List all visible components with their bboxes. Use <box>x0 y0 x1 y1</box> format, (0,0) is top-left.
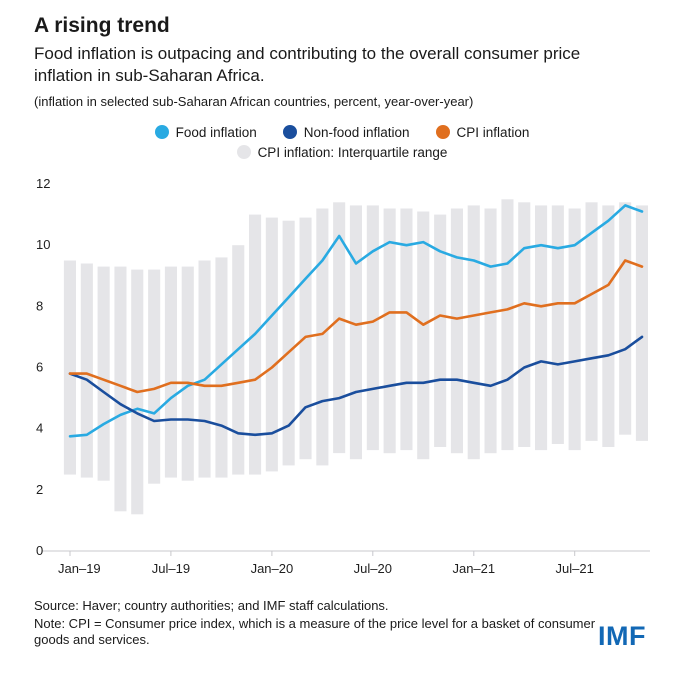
legend-item-cpi-inflation: CPI inflation <box>435 124 530 140</box>
iqr-bar <box>114 266 127 511</box>
iqr-bar <box>434 214 447 447</box>
chart-subtitle: Food inflation is outpacing and contribu… <box>34 44 581 85</box>
iqr-bar <box>366 205 379 450</box>
iqr-bar <box>585 201 598 441</box>
iqr-bar <box>501 198 514 450</box>
line-chart: 0 2 4 6 8 10 12 Jan–19 Jul–19 Jan–20 Jul–20 Jan–21 J… <box>36 176 650 576</box>
iqr-bar <box>181 266 194 481</box>
x-tick-label: Jul–20 <box>354 561 392 576</box>
iqr-bar <box>535 205 548 450</box>
x-tick-label: Jul–21 <box>556 561 594 576</box>
iqr-bar <box>63 260 76 475</box>
iqr-bar <box>551 205 564 444</box>
legend-label: CPI inflation <box>456 124 530 140</box>
chart-area: 0 2 4 6 8 10 12 Jan–19 Jul–19 Jan–20 Jul–20 Jan–21 J… <box>34 166 650 596</box>
legend-label: Non-food inflation <box>303 124 410 140</box>
iqr-bar <box>568 208 581 450</box>
page-title: A rising trend <box>34 14 170 37</box>
legend-label: CPI inflation: Interquartile range <box>257 144 448 160</box>
legend-row-2: CPI inflation: Interquartile range <box>236 144 448 160</box>
x-tick-label: Jul–19 <box>152 561 190 576</box>
y-tick-label: 8 <box>36 298 43 313</box>
legend-item-nonfood-inflation: Non-food inflation <box>282 124 410 140</box>
iqr-bar <box>518 201 531 447</box>
iqr-bar <box>97 266 110 481</box>
food-inflation-swatch-icon <box>154 125 169 140</box>
iqr-bar <box>215 257 228 478</box>
cpi-definition-note: Note: CPI = Consumer price index, which … <box>34 615 596 648</box>
y-tick-label: 2 <box>36 481 43 496</box>
x-tick-label: Jan–19 <box>58 561 101 576</box>
iqr-bar <box>400 208 413 450</box>
iqr-bar <box>148 269 161 484</box>
imf-logo: IMF <box>598 621 646 652</box>
series-line <box>68 335 644 436</box>
y-tick-label: 10 <box>36 237 50 252</box>
y-tick-label: 12 <box>36 176 50 191</box>
iqr-bar <box>249 214 262 475</box>
iqr-bar <box>484 208 497 453</box>
legend-label: Food inflation <box>175 124 257 140</box>
iqr-bar <box>417 211 430 459</box>
iqr-bar <box>349 205 362 459</box>
series-line <box>68 258 644 393</box>
figure-footer: Source: Haver; country authorities; and … <box>34 598 650 651</box>
series-line <box>68 203 644 438</box>
iqr-bar <box>164 266 177 478</box>
iqr-bar <box>316 208 329 466</box>
y-tick-label: 4 <box>36 420 43 435</box>
iqr-bar <box>450 208 463 453</box>
iqr-bar <box>333 201 346 453</box>
legend-item-iqr: CPI inflation: Interquartile range <box>236 144 448 160</box>
y-tick-label: 0 <box>36 543 43 558</box>
iqr-swatch-icon <box>236 145 251 160</box>
iqr-bar <box>467 205 480 459</box>
chart-units-caption: (inflation in selected sub-Saharan Afric… <box>34 93 474 109</box>
iqr-bar <box>232 244 245 475</box>
source-note: Source: Haver; country authorities; and … <box>34 597 389 613</box>
legend-row-1: Food inflation Non-food inflation CPI in… <box>154 124 530 140</box>
nonfood-inflation-swatch-icon <box>282 125 297 140</box>
cpi-inflation-swatch-icon <box>435 125 450 140</box>
iqr-bar <box>198 260 211 478</box>
iqr-bar <box>282 220 295 466</box>
legend: Food inflation Non-food inflation CPI in… <box>34 125 650 160</box>
x-tick-label: Jan–20 <box>251 561 294 576</box>
y-tick-label: 6 <box>36 359 43 374</box>
iqr-bar <box>265 217 278 472</box>
x-tick-label: Jan–21 <box>452 561 495 576</box>
iqr-bar <box>619 201 632 435</box>
iqr-bar <box>80 263 93 478</box>
iqr-bar <box>635 205 648 441</box>
legend-item-food-inflation: Food inflation <box>154 124 257 140</box>
iqr-bar <box>383 208 396 453</box>
iqr-bar <box>602 205 615 447</box>
footer-notes: Source: Haver; country authorities; and … <box>34 598 598 651</box>
